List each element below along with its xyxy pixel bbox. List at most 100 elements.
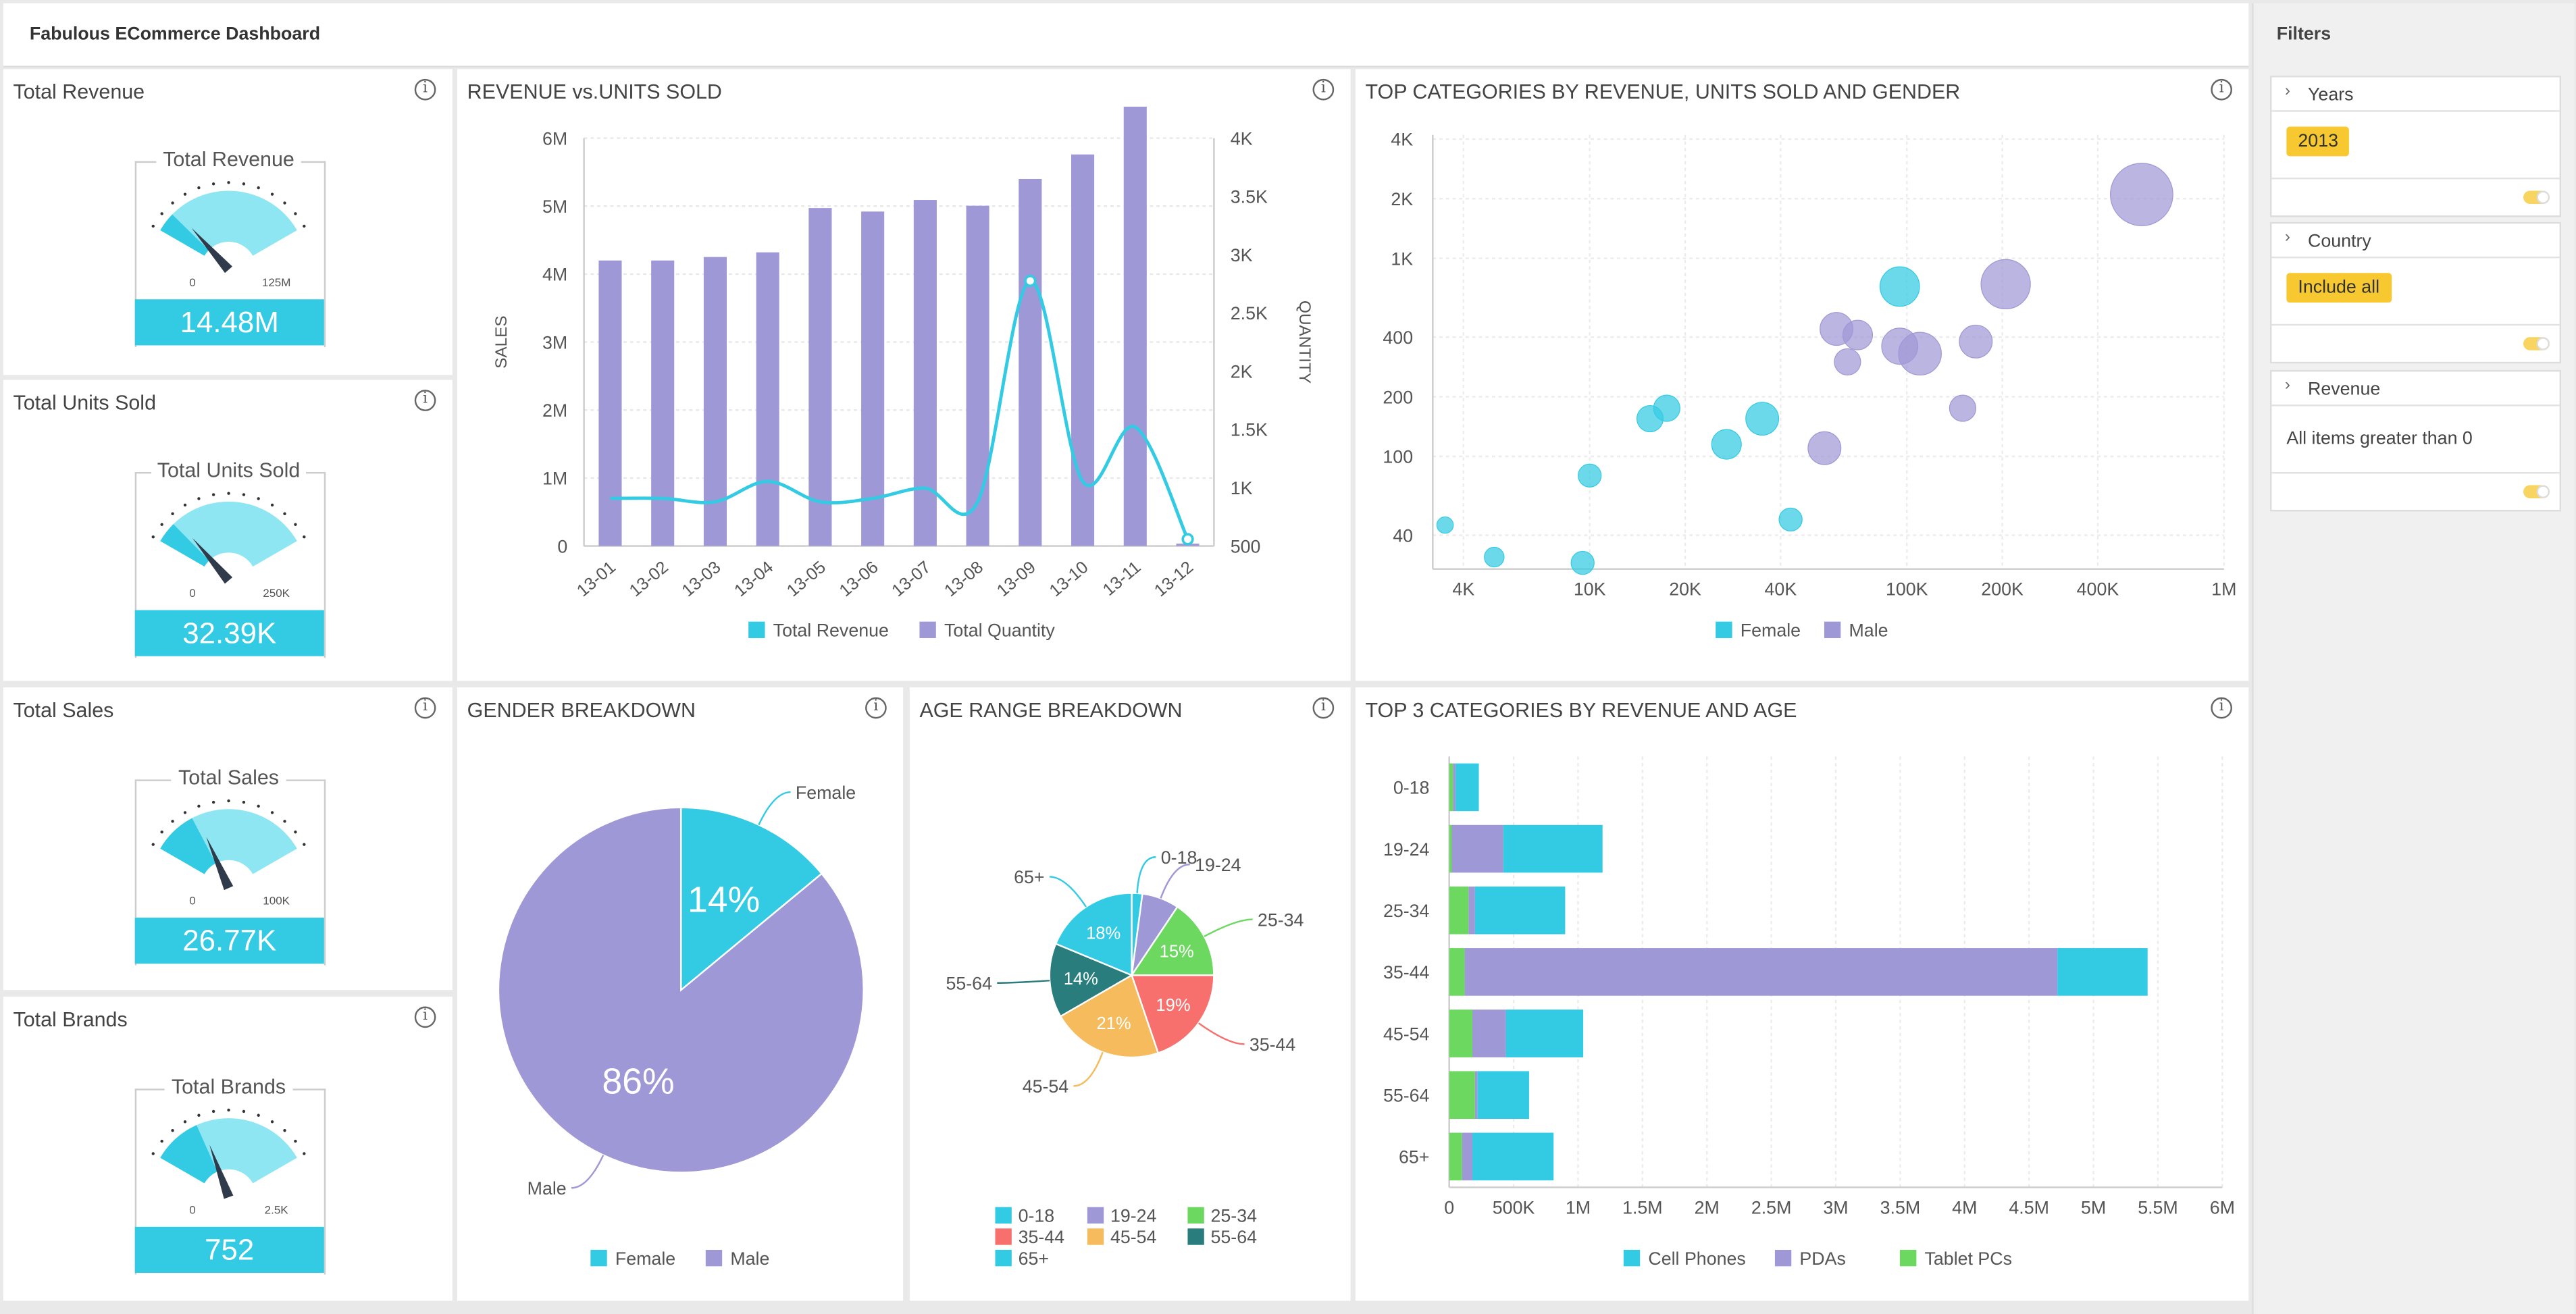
legend-swatch bbox=[1900, 1249, 1917, 1267]
stacked-bar-segment bbox=[2057, 948, 2148, 996]
stacked-bar-segment bbox=[1472, 1009, 1506, 1057]
stacked-bar-segment bbox=[1464, 948, 2058, 996]
y-tick-label: 35-44 bbox=[1383, 962, 1430, 982]
gauge-needle bbox=[192, 537, 233, 584]
filter-name: Years bbox=[2308, 85, 2354, 105]
filter-revenue[interactable]: › Revenue All items greater than 0 bbox=[2269, 369, 2562, 512]
gauge-widget: Total Revenue 0 125M 14.48M bbox=[134, 148, 326, 347]
info-icon[interactable]: i bbox=[1312, 78, 1335, 101]
gauge-label: Total Sales bbox=[135, 766, 323, 790]
gauge-tick bbox=[242, 800, 246, 804]
gauge-tick bbox=[270, 192, 274, 196]
male-bubble bbox=[1842, 319, 1874, 350]
gauge-widget: Total Units Sold 0 250K 32.39K bbox=[134, 458, 326, 658]
y-tick-label: 4M bbox=[542, 265, 567, 285]
x-tick-label: 13-05 bbox=[783, 558, 829, 600]
legend-swatch bbox=[1716, 621, 1732, 638]
filter-header[interactable]: › Revenue bbox=[2271, 371, 2560, 406]
info-icon[interactable]: i bbox=[414, 78, 436, 101]
stacked-bar-segment bbox=[1474, 886, 1566, 935]
filter-toggle[interactable] bbox=[2523, 190, 2550, 205]
quantity-bar bbox=[756, 252, 779, 546]
x-tick-label: 400K bbox=[2077, 579, 2119, 600]
info-icon[interactable]: i bbox=[414, 390, 436, 411]
gauge-tick bbox=[294, 212, 297, 215]
filter-toggle[interactable] bbox=[2523, 337, 2550, 350]
legend-swatch bbox=[1087, 1228, 1104, 1245]
gauge-min-label: 0 bbox=[189, 276, 195, 289]
female-bubble bbox=[1879, 266, 1920, 307]
y-tick-label: 45-54 bbox=[1383, 1024, 1430, 1044]
filter-header[interactable]: › Country bbox=[2271, 224, 2560, 259]
info-icon[interactable]: i bbox=[865, 697, 887, 719]
info-icon[interactable]: i bbox=[2211, 697, 2232, 719]
gauge-tick bbox=[294, 1139, 297, 1143]
gauge-tick bbox=[160, 831, 163, 834]
female-bubble bbox=[1745, 402, 1780, 436]
gauge-tick bbox=[197, 804, 201, 808]
y-tick-label: 2M bbox=[542, 400, 567, 421]
x-tick-label: 13-06 bbox=[836, 558, 882, 600]
stacked-bar-segment bbox=[1456, 763, 1479, 812]
info-icon[interactable]: i bbox=[1312, 697, 1335, 719]
top-categories-bubble-card: TOP CATEGORIES BY REVENUE, UNITS SOLD AN… bbox=[1355, 69, 2249, 681]
gauge-tick bbox=[294, 523, 297, 526]
filter-chip[interactable]: Include all bbox=[2286, 273, 2392, 303]
x-tick-label: 3.5M bbox=[1880, 1197, 1921, 1217]
info-icon[interactable]: i bbox=[2211, 78, 2232, 101]
x-tick-label: 2M bbox=[1695, 1197, 1720, 1217]
gauge-label: Total Units Sold bbox=[135, 458, 323, 482]
chevron-right-icon[interactable]: › bbox=[2284, 228, 2291, 247]
gauge-tick bbox=[171, 820, 174, 823]
card-title: GENDER BREAKDOWN bbox=[467, 699, 696, 722]
gauge-tick bbox=[227, 799, 230, 803]
male-bubble bbox=[1959, 324, 1993, 359]
x-tick-label: 5.5M bbox=[2138, 1197, 2178, 1217]
legend-swatch bbox=[1187, 1207, 1204, 1224]
filter-years[interactable]: › Years 2013 bbox=[2269, 76, 2562, 217]
info-icon[interactable]: i bbox=[414, 697, 436, 719]
pie-leader-line bbox=[1073, 1051, 1104, 1087]
y-axis-title: SALES bbox=[492, 315, 511, 369]
gauge-needle bbox=[209, 1145, 234, 1199]
pie-value-label: 19% bbox=[1156, 996, 1190, 1015]
x-tick-label: 100K bbox=[1886, 579, 1928, 600]
filter-toggle[interactable] bbox=[2523, 485, 2550, 498]
filter-chip[interactable]: 2013 bbox=[2286, 126, 2350, 157]
stacked-bar-segment bbox=[1449, 886, 1469, 935]
gauge-needle bbox=[206, 837, 234, 891]
chevron-right-icon[interactable]: › bbox=[2284, 376, 2291, 395]
stacked-bar-segment bbox=[1472, 1132, 1554, 1181]
filter-country[interactable]: › Country Include all bbox=[2269, 221, 2562, 364]
x-tick-label: 13-02 bbox=[626, 558, 672, 600]
filter-text: All items greater than 0 bbox=[2286, 429, 2473, 449]
y2-tick-label: 500 bbox=[1231, 536, 1261, 556]
gauge-tick bbox=[294, 831, 297, 834]
card-title: TOP 3 CATEGORIES BY REVENUE AND AGE bbox=[1365, 699, 1797, 722]
revenue-line bbox=[610, 279, 1189, 540]
gauge-tick bbox=[171, 512, 174, 516]
chevron-right-icon[interactable]: › bbox=[2284, 82, 2291, 101]
stacked-bar-segment bbox=[1449, 948, 1465, 996]
gauge-tick bbox=[151, 843, 155, 846]
pie-category-label: Female bbox=[796, 783, 856, 803]
x-tick-label: 3M bbox=[1823, 1197, 1848, 1217]
gauge-label: Total Revenue bbox=[135, 148, 323, 172]
gauge-tick bbox=[197, 497, 201, 500]
gauge-max-label: 125M bbox=[262, 276, 291, 289]
x-tick-label: 13-04 bbox=[731, 558, 777, 600]
gauge-fill bbox=[160, 818, 216, 874]
info-icon[interactable]: i bbox=[414, 1006, 436, 1028]
filters-title: Filters bbox=[2276, 24, 2332, 45]
x-tick-label: 10K bbox=[1574, 579, 1606, 600]
gauge-tick bbox=[197, 1113, 201, 1117]
filter-header[interactable]: › Years bbox=[2271, 77, 2560, 112]
pie-category-label: Male bbox=[527, 1178, 567, 1199]
legend-swatch bbox=[995, 1207, 1012, 1224]
gauge-tick bbox=[242, 182, 246, 186]
stacked-bar-segment bbox=[1449, 763, 1453, 812]
filter-footer bbox=[2271, 178, 2560, 217]
pie-leader-line bbox=[1204, 918, 1253, 937]
kpi-card-total-brands: Total Brands i Total Brands 0 2.5K 752 bbox=[3, 996, 453, 1301]
gauge-tick bbox=[151, 535, 155, 539]
